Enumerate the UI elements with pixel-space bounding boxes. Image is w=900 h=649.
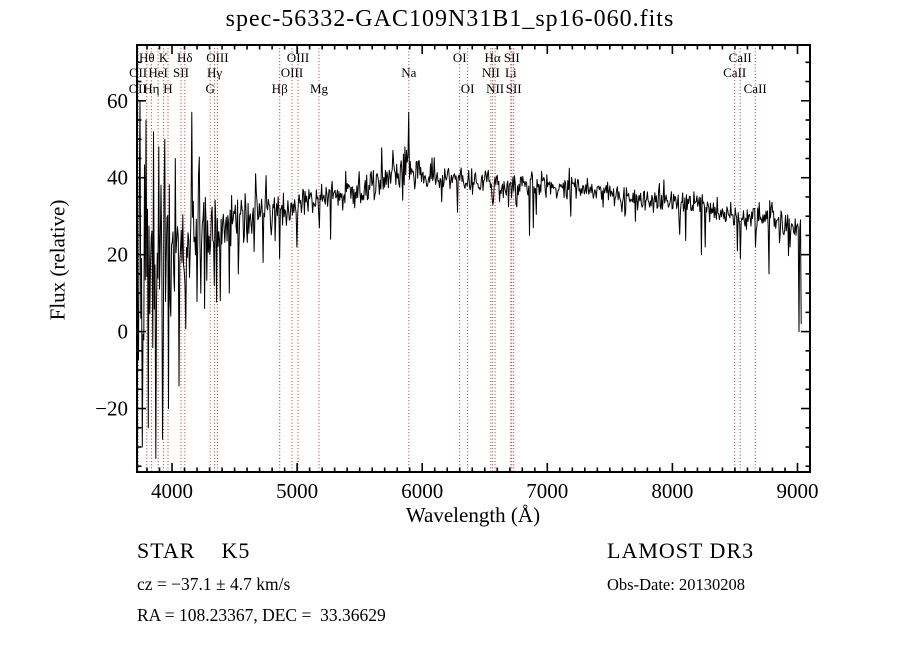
radial-velocity-text: cz = −37.1 ± 4.7 km/s xyxy=(137,574,291,594)
plot-frame xyxy=(136,44,811,473)
y-tick-label: −20 xyxy=(95,397,128,421)
x-tick-label: 5000 xyxy=(276,479,318,503)
x-tick-label: 4000 xyxy=(151,479,193,503)
page-title: spec-56332-GAC109N31B1_sp16-060.fits xyxy=(225,6,675,32)
object-class-text: STAR K5 xyxy=(137,538,251,563)
obs-date-text: Obs-Date: 20130208 xyxy=(607,575,745,594)
x-tick-label: 9000 xyxy=(777,479,819,503)
survey-release-text: LAMOST DR3 xyxy=(607,538,755,563)
x-axis-label: Wavelength (Å) xyxy=(405,503,541,527)
x-tick-label: 7000 xyxy=(526,479,568,503)
y-tick-label: 20 xyxy=(107,243,128,267)
ra-dec-text: RA = 108.23367, DEC = 33.36629 xyxy=(137,605,386,625)
y-tick-label: 60 xyxy=(107,89,128,113)
y-tick-label: 0 xyxy=(118,320,129,344)
spectrum-trace xyxy=(136,100,802,459)
y-tick-label: 40 xyxy=(107,166,128,190)
y-axis-label: Flux (relative) xyxy=(45,199,70,321)
x-tick-label: 8000 xyxy=(651,479,693,503)
x-tick-label: 6000 xyxy=(401,479,443,503)
